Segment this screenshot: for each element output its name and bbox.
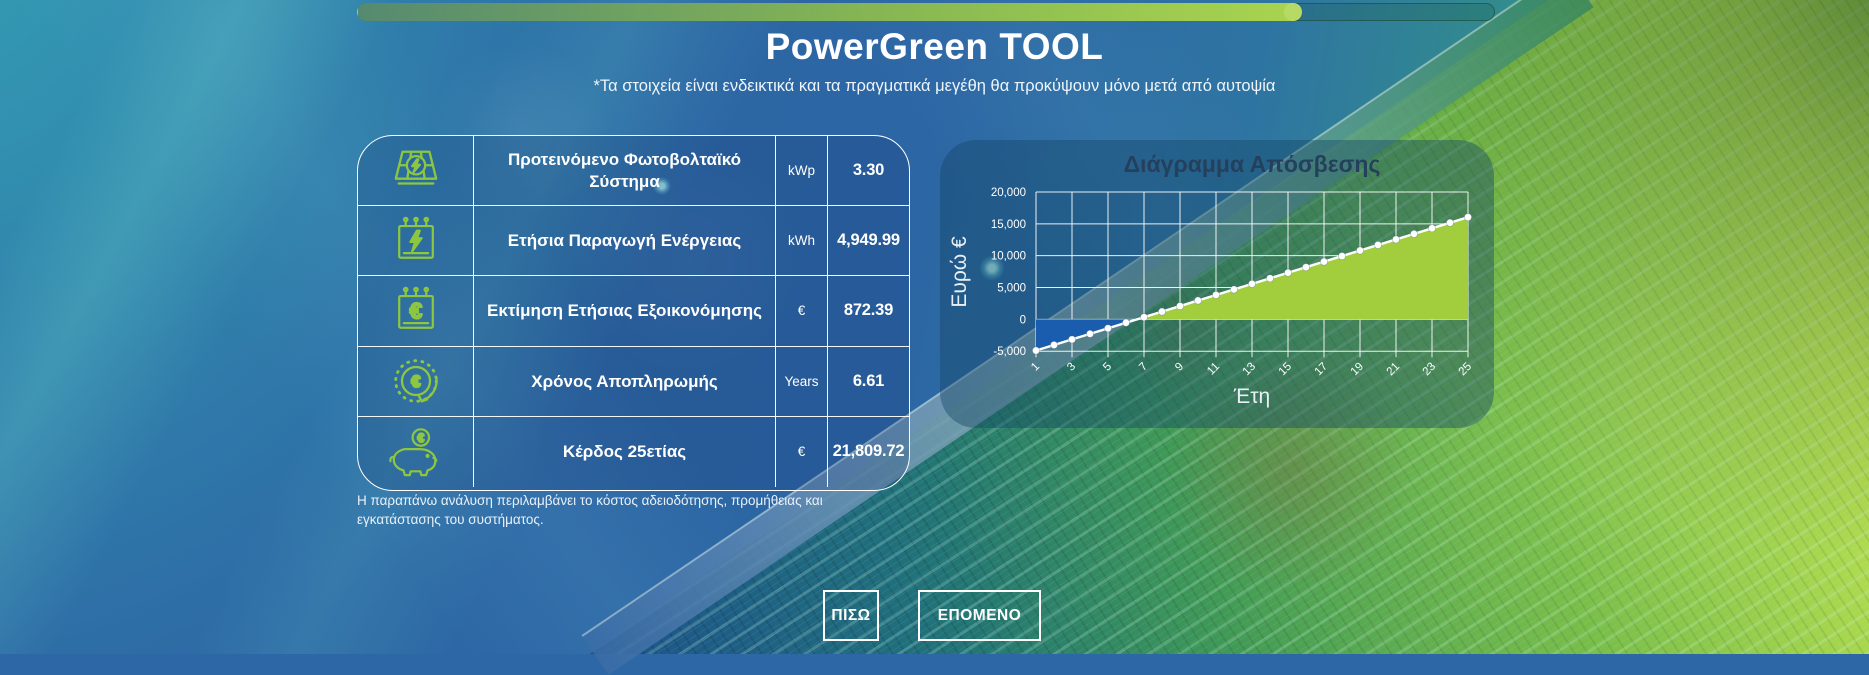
chart-markers bbox=[1032, 213, 1473, 355]
svg-text:13: 13 bbox=[1241, 361, 1259, 379]
svg-text:3: 3 bbox=[1065, 361, 1078, 374]
svg-text:17: 17 bbox=[1313, 361, 1331, 379]
svg-text:5: 5 bbox=[1101, 361, 1114, 374]
table-row-value: 21,809.72 bbox=[832, 442, 905, 461]
svg-text:25: 25 bbox=[1457, 361, 1475, 379]
table-row-label: Ετήσια Παραγωγή Ενέργειας bbox=[474, 206, 776, 277]
chart-x-tick-labels: 1 3 5 7 9 11 13 15 17 19 21 23 25 bbox=[1029, 361, 1474, 379]
next-button[interactable]: ΕΠΟΜΕΝΟ bbox=[918, 590, 1041, 641]
table-row-unit: € bbox=[776, 416, 828, 487]
svg-text:7: 7 bbox=[1137, 361, 1150, 374]
svg-text:11: 11 bbox=[1205, 361, 1222, 378]
table-footnote: Η παραπάνω ανάλυση περιλαμβάνει το κόστο… bbox=[357, 493, 823, 527]
svg-text:€: € bbox=[417, 433, 424, 445]
table-row-label: Προτεινόμενο Φωτοβολταϊκό Σύστημα bbox=[474, 136, 776, 207]
table-row-value: 4,949.99 bbox=[828, 206, 909, 277]
svg-text:0: 0 bbox=[1020, 314, 1026, 326]
table-row-value: 6.61 bbox=[828, 347, 909, 417]
svg-text:20,000: 20,000 bbox=[991, 187, 1026, 199]
amortization-chart: 1 3 5 7 9 11 13 15 17 19 21 23 25 20,00015,00010,000… bbox=[948, 151, 1474, 408]
svg-text:10,000: 10,000 bbox=[991, 251, 1026, 263]
svg-text:9: 9 bbox=[1173, 361, 1186, 374]
payback-clock-icon: € bbox=[358, 346, 474, 417]
chart-x-axis-label: Έτη bbox=[1233, 385, 1270, 408]
table-row-label: Εκτίμηση Ετήσιας Εξοικονόμησης bbox=[474, 276, 776, 347]
lens-flare-dot bbox=[979, 255, 1005, 281]
svg-text:15,000: 15,000 bbox=[991, 219, 1026, 231]
chart-title: Διάγραμμα Απόσβεσης bbox=[1124, 151, 1381, 177]
chart-y-tick-labels: 20,000 15,000 10,000 5,000 0 -5,000 bbox=[991, 187, 1026, 358]
progress-bar bbox=[357, 3, 1495, 21]
table-row-value: 872.39 bbox=[828, 276, 909, 347]
table-row-unit: kWh bbox=[776, 206, 828, 277]
table-row-unit: Years bbox=[776, 346, 828, 417]
table-row-value: 3.30 bbox=[828, 136, 909, 207]
table-row-label: Χρόνος Αποπληρωμής bbox=[474, 346, 776, 417]
svg-text:€: € bbox=[409, 298, 422, 323]
svg-text:15: 15 bbox=[1277, 361, 1295, 379]
bokeh-circle bbox=[570, 140, 810, 380]
svg-text:5,000: 5,000 bbox=[997, 283, 1026, 295]
svg-text:1: 1 bbox=[1029, 361, 1042, 374]
progress-bar-fill bbox=[357, 3, 1302, 21]
svg-text:€: € bbox=[411, 373, 420, 391]
back-button[interactable]: ΠΙΣΩ bbox=[823, 590, 879, 641]
calendar-euro-icon: € bbox=[358, 276, 474, 347]
bokeh-circle bbox=[430, 40, 610, 220]
lens-flare-dot bbox=[653, 177, 671, 195]
chart-y-axis-label: Ευρώ € bbox=[948, 236, 971, 308]
svg-text:23: 23 bbox=[1421, 361, 1439, 379]
bokeh-circle bbox=[1160, 340, 1420, 600]
page-title: PowerGreen TOOL bbox=[765, 26, 1104, 67]
svg-text:21: 21 bbox=[1385, 361, 1403, 379]
calendar-energy-icon bbox=[358, 206, 474, 277]
table-row-label: Κέρδος 25ετίας bbox=[474, 416, 776, 487]
table-row-unit: € bbox=[776, 276, 828, 347]
results-table: Προτεινόμενο Φωτοβολταϊκό Σύστημα kWp 3.… bbox=[357, 135, 910, 491]
solar-panel-icon bbox=[358, 136, 474, 207]
svg-text:19: 19 bbox=[1349, 361, 1367, 379]
page-subtitle: *Τα στοιχεία είναι ενδεικτικά και τα πρα… bbox=[593, 77, 1276, 95]
table-row-unit: kWp bbox=[776, 136, 828, 207]
svg-text:-5,000: -5,000 bbox=[993, 346, 1026, 358]
piggy-bank-icon: € bbox=[358, 416, 474, 487]
